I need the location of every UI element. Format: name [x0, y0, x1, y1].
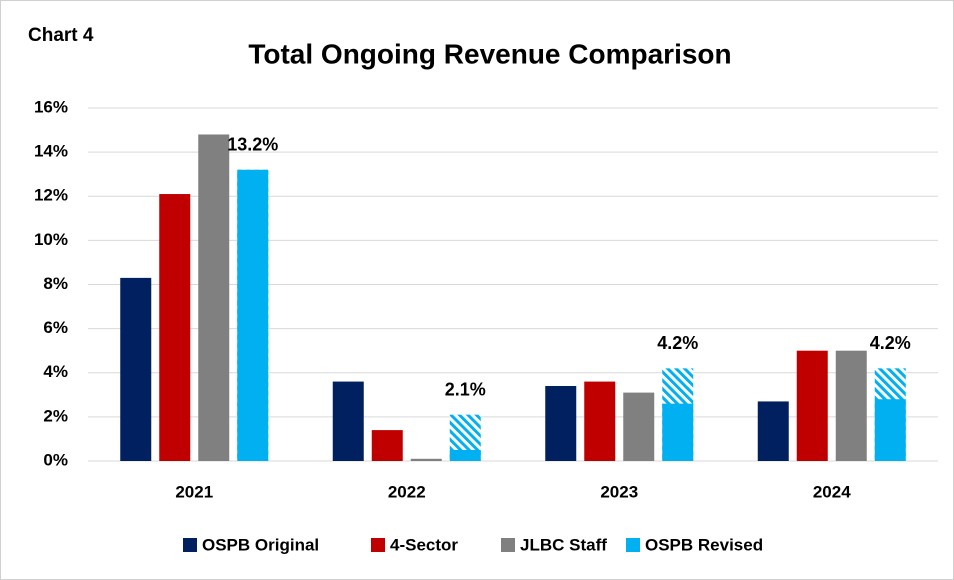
y-tick-label: 4%: [43, 362, 68, 381]
bar: [623, 392, 655, 461]
chart-label: Chart 4: [28, 25, 94, 46]
data-label: 2.1%: [445, 379, 486, 399]
data-label: 13.2%: [227, 135, 278, 155]
bar: [796, 350, 828, 461]
bar: [545, 385, 577, 461]
bar: [120, 277, 152, 461]
bar: [371, 430, 403, 461]
x-tick-label: 2022: [388, 482, 426, 501]
bar-solid-part: [874, 399, 906, 461]
bar: [835, 350, 867, 461]
legend-label: OSPB Original: [202, 535, 319, 554]
legend-swatch: [626, 538, 640, 552]
data-label: 4.2%: [870, 333, 911, 353]
bar-solid-part: [449, 449, 481, 461]
legend-label: JLBC Staff: [520, 535, 607, 554]
legend-swatch: [501, 538, 515, 552]
y-tick-label: 8%: [43, 274, 68, 293]
y-tick-label: 16%: [34, 97, 68, 116]
bar: [159, 194, 191, 461]
y-tick-label: 12%: [34, 186, 68, 205]
data-label: 4.2%: [657, 333, 698, 353]
bar: [332, 381, 364, 461]
bar-solid-part: [237, 169, 269, 461]
y-tick-label: 2%: [43, 406, 68, 425]
y-tick-label: 6%: [43, 318, 68, 337]
x-tick-label: 2023: [600, 482, 638, 501]
bar: [410, 458, 442, 461]
y-tick-label: 0%: [43, 450, 68, 469]
bar-solid-part: [662, 403, 694, 461]
bar: [198, 134, 230, 461]
x-tick-label: 2021: [175, 482, 213, 501]
bar: [584, 381, 616, 461]
legend-label: 4-Sector: [390, 535, 458, 554]
y-tick-label: 10%: [34, 230, 68, 249]
bar: [757, 401, 789, 461]
x-tick-label: 2024: [813, 482, 851, 501]
legend-swatch: [371, 538, 385, 552]
legend-label: OSPB Revised: [645, 535, 763, 554]
chart-title: Total Ongoing Revenue Comparison: [248, 38, 731, 69]
y-tick-label: 14%: [34, 142, 68, 161]
legend-swatch: [183, 538, 197, 552]
